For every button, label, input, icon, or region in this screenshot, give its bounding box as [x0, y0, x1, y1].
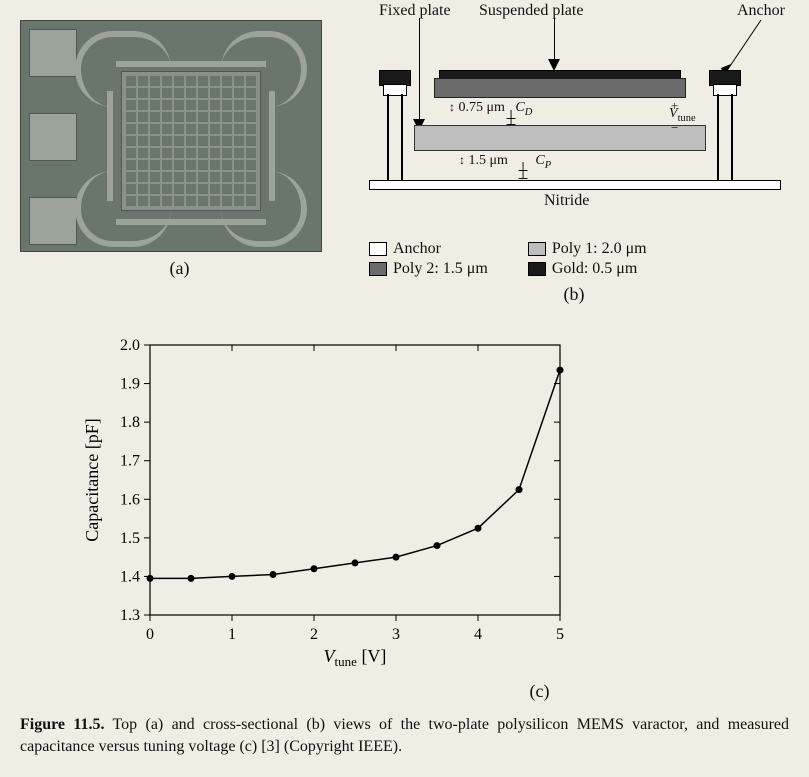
panel-c: 1.3 1.4 1.5 1.6 1.7 1.8 1.9 2.0 0 1 2 3 4 5 Capacitanc… — [80, 330, 789, 702]
svg-text:0: 0 — [146, 626, 154, 643]
capacitance-chart: 1.3 1.4 1.5 1.6 1.7 1.8 1.9 2.0 0 1 2 3 4 5 Capacitanc… — [80, 330, 580, 670]
cap-d: C — [515, 100, 524, 115]
svg-text:Vtune [V]: Vtune [V] — [324, 646, 387, 669]
svg-text:1.9: 1.9 — [120, 376, 140, 393]
svg-text:1.6: 1.6 — [120, 491, 140, 508]
swatch-anchor — [369, 242, 387, 256]
caption-body: Top (a) and cross-sectional (b) views of… — [20, 716, 789, 755]
svg-text:1.8: 1.8 — [120, 414, 140, 431]
swatch-poly2 — [369, 262, 387, 276]
vtune-symbol: V — [669, 106, 678, 121]
svg-text:3: 3 — [392, 626, 400, 643]
panel-b: Fixed plate Suspended plate Anchor — [359, 20, 789, 305]
svg-text:4: 4 — [474, 626, 482, 643]
figure-caption: Figure 11.5. Top (a) and cross-sectional… — [20, 714, 789, 757]
gap-d-value: 0.75 μm — [459, 100, 505, 115]
swatch-gold — [528, 262, 546, 276]
panel-a-label: (a) — [20, 258, 339, 279]
gap-p-value: 1.5 μm — [469, 153, 508, 168]
caption-lead: Figure 11.5. — [20, 716, 104, 733]
svg-text:Capacitance [pF]: Capacitance [pF] — [82, 418, 102, 541]
anchor-label: Anchor — [737, 2, 785, 20]
svg-text:1: 1 — [228, 626, 236, 643]
svg-text:1.5: 1.5 — [120, 530, 140, 547]
panel-c-label: (c) — [290, 681, 789, 702]
fixed-plate-label: Fixed plate — [379, 2, 451, 20]
svg-text:1.7: 1.7 — [120, 453, 140, 470]
micrograph-image — [20, 20, 322, 252]
cross-section-diagram: Fixed plate Suspended plate Anchor — [359, 20, 789, 240]
svg-text:2: 2 — [310, 626, 318, 643]
svg-text:1.3: 1.3 — [120, 607, 140, 624]
svg-text:5: 5 — [556, 626, 564, 643]
swatch-poly1 — [528, 242, 546, 256]
panel-a: (a) — [20, 20, 339, 279]
nitride-substrate — [369, 180, 781, 190]
vtune-minus: − — [671, 120, 678, 136]
suspended-plate-label: Suspended plate — [479, 2, 583, 20]
panel-b-label: (b) — [359, 284, 789, 305]
panel-b-legend: Anchor Poly 2: 1.5 μm Poly 1: 2.0 μm Gol… — [369, 240, 789, 278]
nitride-label: Nitride — [544, 192, 589, 210]
cap-p: C — [535, 153, 544, 168]
svg-text:1.4: 1.4 — [120, 568, 140, 585]
svg-text:2.0: 2.0 — [120, 337, 140, 354]
